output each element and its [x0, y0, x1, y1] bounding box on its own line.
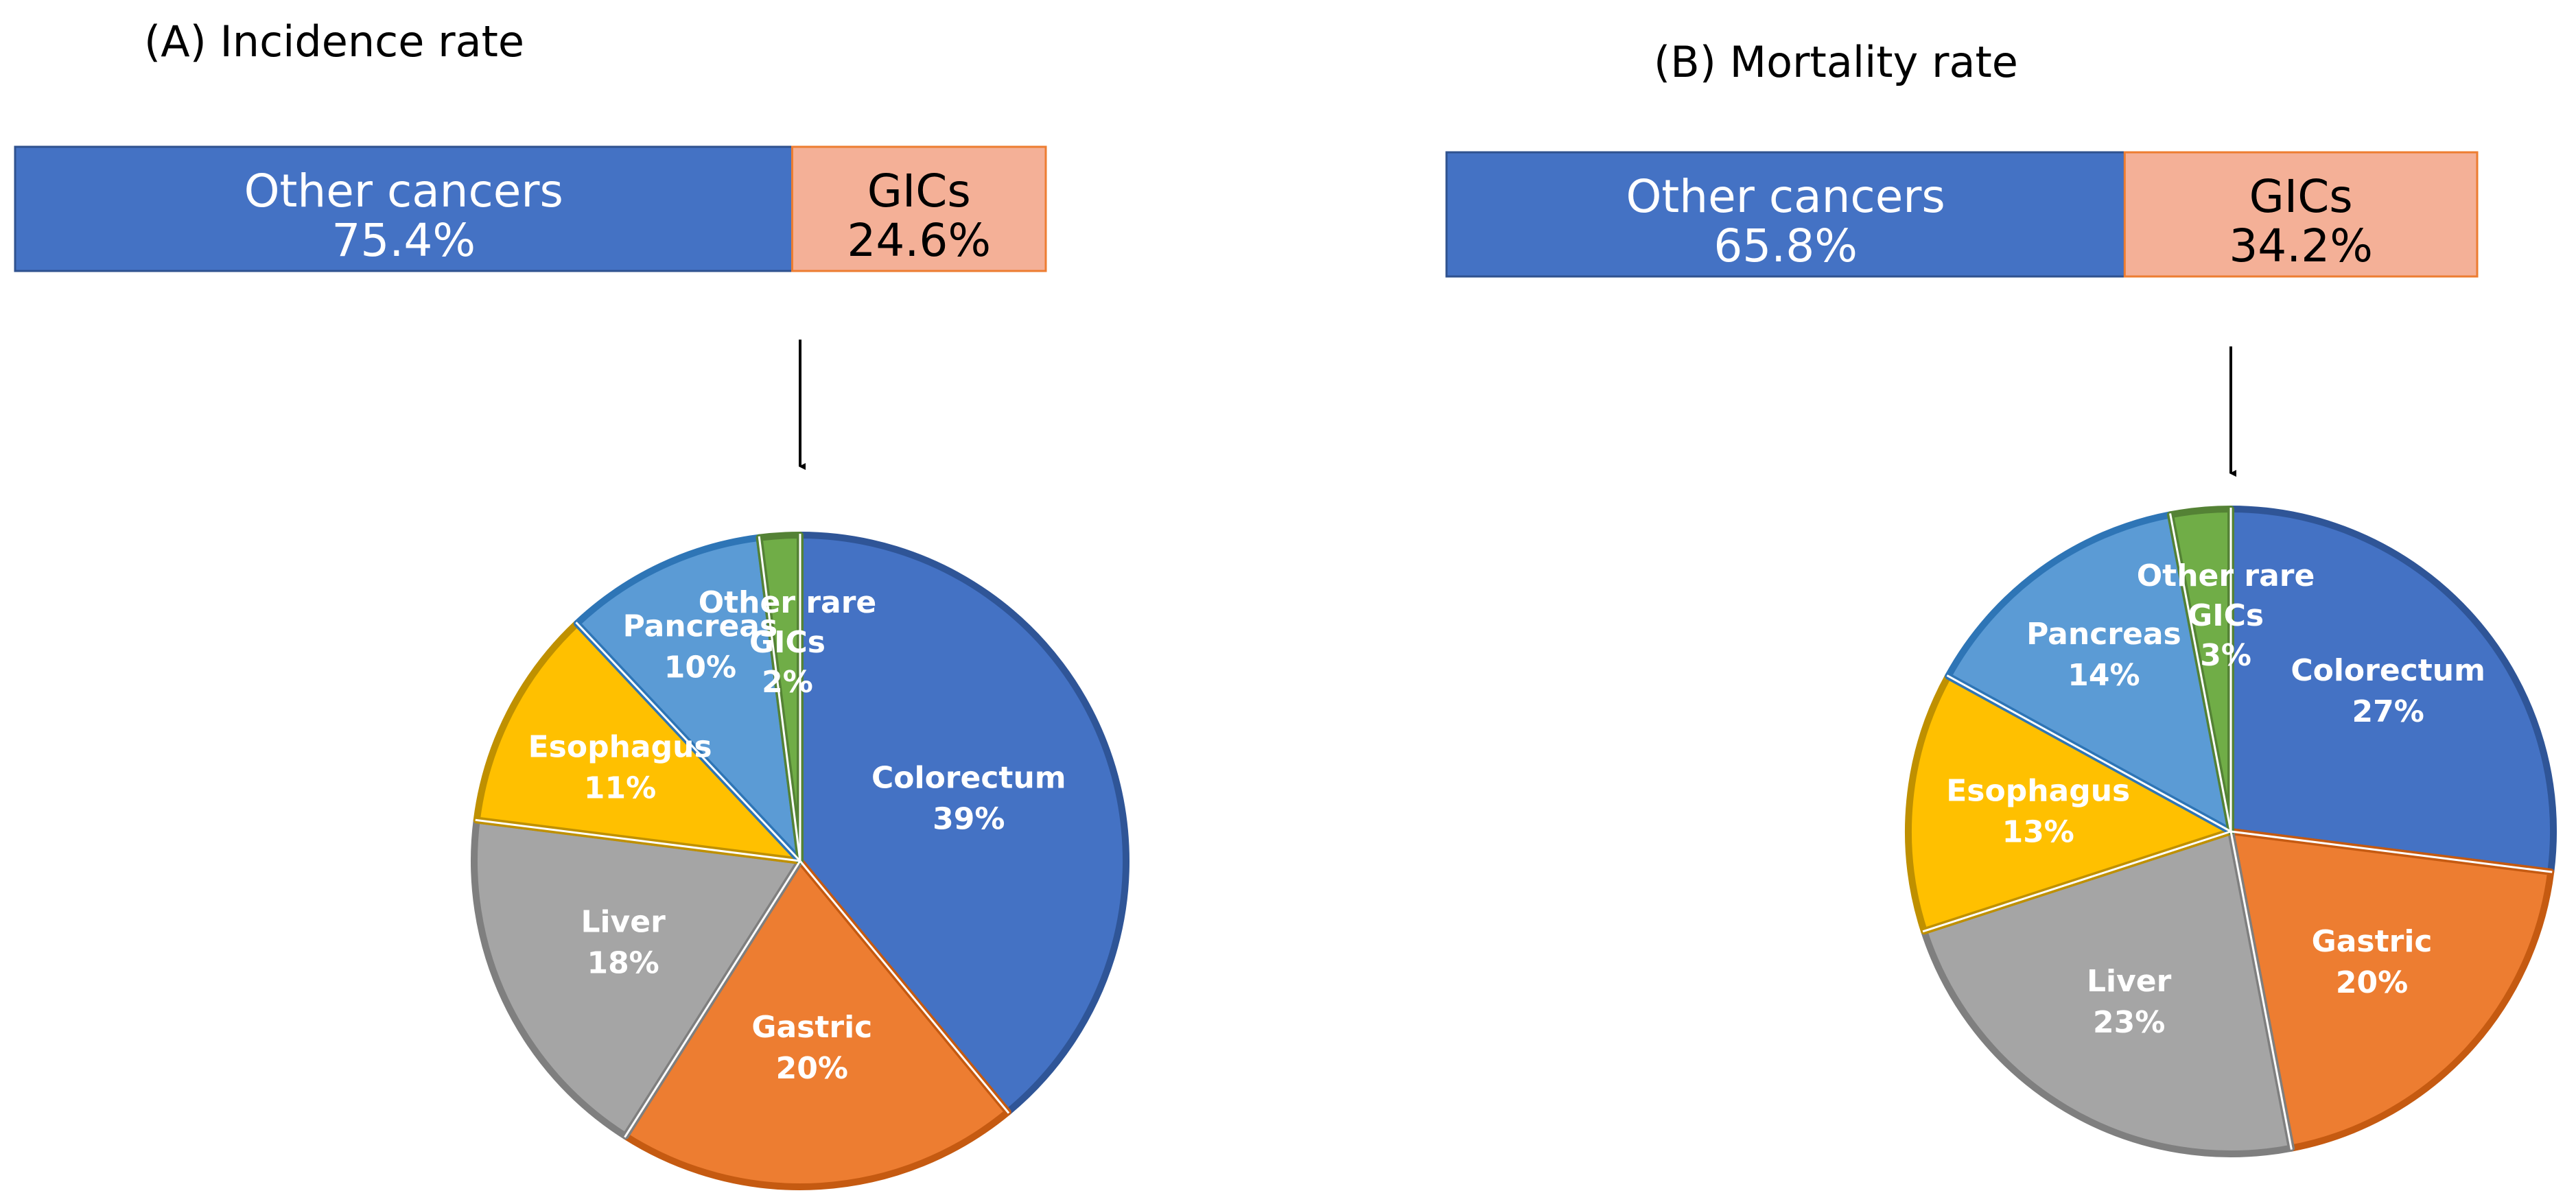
pie-separator [2229, 831, 2293, 1150]
bar-value-other-cancers: 65.8% [1713, 220, 1858, 272]
slice-value-colorectum: 27% [2352, 694, 2424, 729]
pie-slice-pancreas [1945, 511, 2234, 835]
pie-slice-colorectum [797, 532, 1129, 1115]
slice-value-gastric: 20% [2336, 965, 2408, 1000]
bar-label-gics: GICs [2249, 170, 2353, 223]
slice-label-colorectum: Colorectum [871, 761, 1066, 796]
incidence-pie: Colorectum 39% Gastric 20% Liver 18% Esophagus… [471, 532, 1129, 1190]
mortality-pie: Colorectum 27% Gastric 20% Liver 23% Esophagus… [1905, 506, 2557, 1158]
slice-label-other-rare-gics: Other rare [699, 585, 877, 620]
slice-value-other-rare-gics: 3% [2200, 638, 2251, 673]
slice-label-other-rare-gics: Other rare [2137, 558, 2315, 593]
slice-label-other-rare-gics-cont: GICs [2188, 598, 2264, 633]
pie-slice-liver [1921, 828, 2295, 1158]
slice-value-pancreas: 10% [664, 650, 736, 685]
pie-separator [2169, 513, 2232, 832]
slice-value-liver: 23% [2093, 1005, 2165, 1040]
slice-label-liver: Liver [2087, 964, 2172, 999]
slice-value-esophagus: 13% [2002, 814, 2074, 849]
bar-value-gics: 24.6% [847, 214, 991, 267]
pie-slice-gastric [2227, 828, 2555, 1152]
pie-separator [2230, 830, 2553, 873]
bar-label-gics: GICs [867, 165, 971, 217]
pie-slice-gastric [622, 858, 1011, 1190]
slice-value-colorectum: 39% [933, 802, 1005, 837]
slice-label-esophagus: Esophagus [528, 729, 712, 764]
pie-separator [758, 536, 801, 862]
slice-label-other-rare-gics-cont: GICs [749, 625, 826, 660]
slice-label-colorectum: Colorectum [2291, 653, 2485, 688]
bar-value-other-cancers: 75.4% [331, 214, 476, 267]
bar-segment-other-cancers [1445, 151, 2126, 278]
pie-slice-pancreas [573, 534, 804, 864]
slice-label-esophagus: Esophagus [1946, 773, 2130, 808]
slice-value-pancreas: 14% [2068, 658, 2140, 693]
slice-label-liver: Liver [581, 904, 666, 939]
pie-separator [475, 818, 801, 862]
pie-slice-esophagus [473, 619, 804, 864]
slice-label-pancreas: Pancreas [623, 609, 778, 644]
panel-b-title: (B) Mortality rate [1654, 37, 2018, 87]
slice-value-esophagus: 11% [584, 770, 656, 805]
pie-separator [1946, 674, 2232, 833]
slice-label-pancreas: Pancreas [2026, 617, 2181, 652]
pie-separator [575, 622, 801, 862]
pie-separator [799, 860, 1010, 1114]
slice-value-gastric: 20% [776, 1051, 848, 1086]
slice-value-other-rare-gics: 2% [762, 665, 813, 700]
slice-label-gastric: Gastric [751, 1010, 872, 1045]
pie-separator [1922, 830, 2232, 933]
bar-value-gics: 34.2% [2229, 220, 2373, 272]
bar-segment-gics [2123, 151, 2479, 278]
pie-slice-esophagus [1905, 672, 2234, 935]
bar-label-other-cancers: Other cancers [1626, 170, 1945, 223]
pie-slice-liver [471, 816, 804, 1140]
pie-slice-colorectum [2227, 506, 2557, 875]
slice-label-gastric: Gastric [2312, 924, 2433, 959]
panel-a-title: (A) Incidence rate [144, 16, 524, 67]
bar-label-other-cancers: Other cancers [244, 165, 563, 217]
pie-separator [624, 860, 801, 1138]
bar-segment-gics [791, 145, 1047, 272]
bar-segment-other-cancers [14, 145, 794, 272]
slice-value-liver: 18% [587, 945, 659, 980]
